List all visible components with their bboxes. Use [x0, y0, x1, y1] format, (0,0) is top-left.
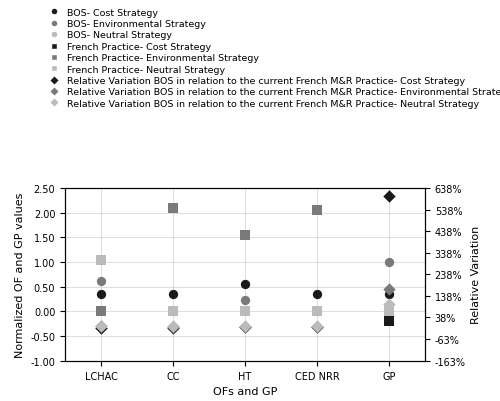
Point [385, 318, 393, 325]
Point [313, 308, 321, 315]
Point [97, 257, 105, 263]
Point [241, 322, 249, 329]
Point [385, 308, 393, 315]
Point [313, 322, 321, 329]
Point [385, 259, 393, 265]
Point [169, 291, 177, 298]
Point [97, 278, 105, 284]
Point [241, 232, 249, 239]
Point [97, 325, 105, 332]
Point [313, 324, 321, 330]
Point [169, 308, 177, 315]
Point [169, 325, 177, 331]
Point [313, 308, 321, 315]
Point [385, 291, 393, 298]
Point [241, 297, 249, 304]
Point [97, 257, 105, 263]
Point [241, 308, 249, 315]
Point [241, 308, 249, 315]
Point [313, 324, 321, 331]
Point [97, 308, 105, 315]
Point [385, 286, 393, 293]
Point [385, 308, 393, 315]
Point [241, 282, 249, 288]
Point [169, 322, 177, 329]
Point [97, 308, 105, 315]
Point [313, 308, 321, 315]
Legend: BOS- Cost Strategy, BOS- Environmental Strategy, BOS- Neutral Strategy, French P: BOS- Cost Strategy, BOS- Environmental S… [44, 9, 500, 108]
Point [313, 291, 321, 298]
Point [385, 193, 393, 200]
Point [169, 205, 177, 211]
Point [241, 308, 249, 315]
Y-axis label: Normalized OF and GP values: Normalized OF and GP values [14, 192, 24, 357]
Point [241, 324, 249, 331]
Y-axis label: Relative Variation: Relative Variation [472, 226, 482, 324]
Point [169, 308, 177, 315]
Point [97, 322, 105, 329]
Point [241, 324, 249, 331]
Point [385, 301, 393, 308]
Point [385, 308, 393, 315]
Point [313, 308, 321, 315]
Point [97, 322, 105, 329]
Point [97, 291, 105, 298]
Point [169, 308, 177, 315]
Point [169, 308, 177, 315]
Point [169, 324, 177, 331]
Point [313, 207, 321, 214]
X-axis label: OFs and GP: OFs and GP [213, 386, 277, 396]
